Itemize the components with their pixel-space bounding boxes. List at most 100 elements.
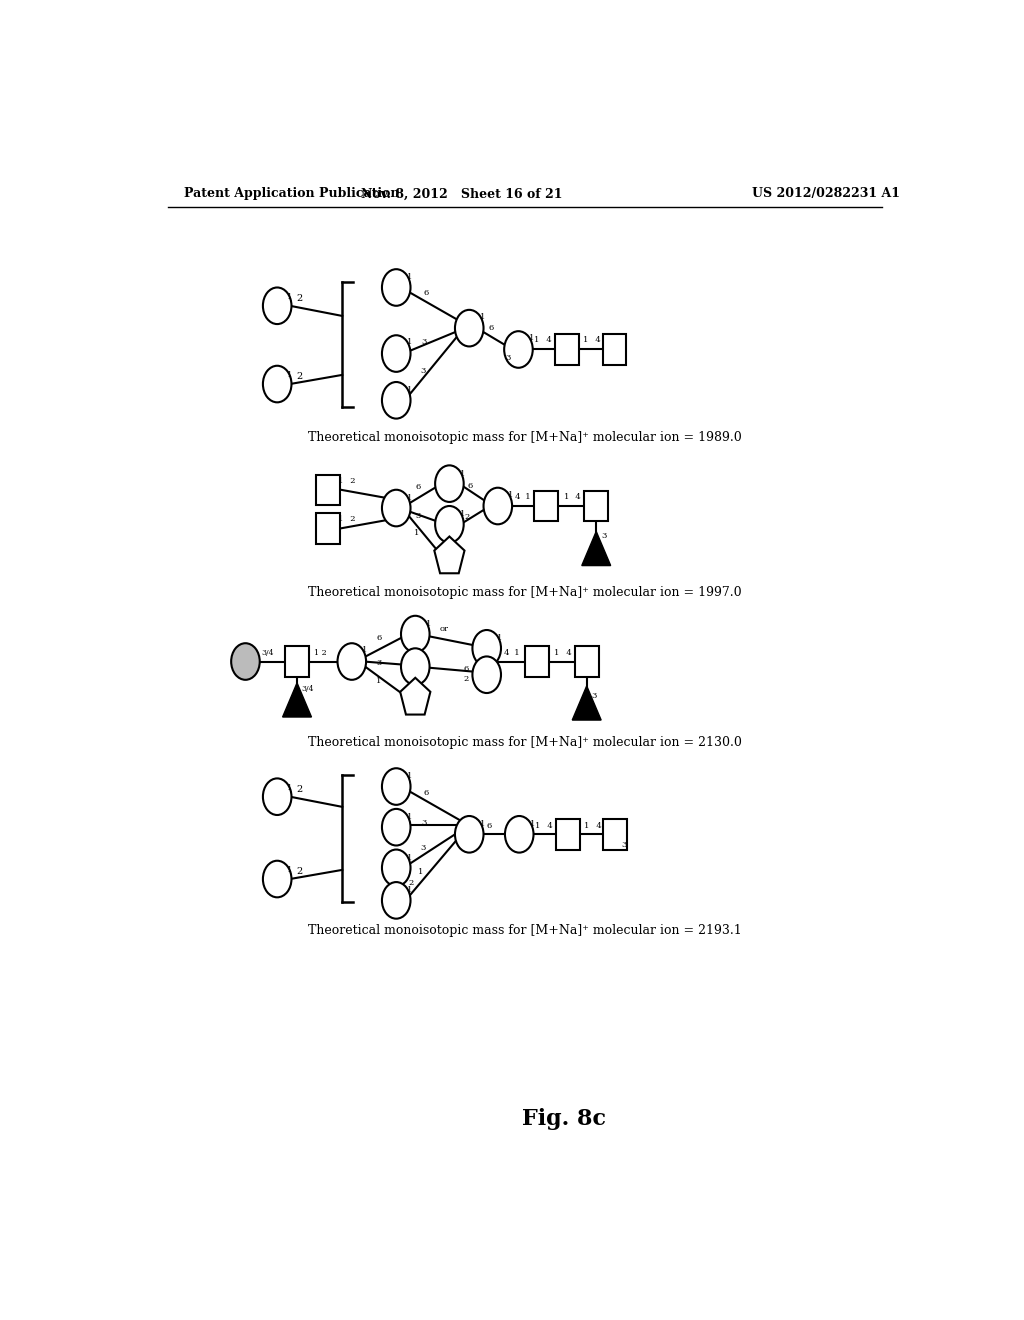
Text: 2: 2 <box>345 477 355 484</box>
Circle shape <box>401 648 430 685</box>
Text: 3: 3 <box>416 512 421 520</box>
Text: 6: 6 <box>423 289 428 297</box>
Text: 1: 1 <box>338 477 343 484</box>
Text: 1: 1 <box>407 338 412 346</box>
Text: Patent Application Publication: Patent Application Publication <box>183 187 399 201</box>
Polygon shape <box>434 536 465 573</box>
Text: Theoretical monoisotopic mass for [M+Na]⁺ molecular ion = 2193.1: Theoretical monoisotopic mass for [M+Na]… <box>308 924 741 937</box>
Text: 2: 2 <box>409 879 414 887</box>
Circle shape <box>455 816 483 853</box>
Text: 1: 1 <box>497 634 503 643</box>
Text: 6: 6 <box>468 482 473 490</box>
Polygon shape <box>572 686 601 721</box>
Circle shape <box>472 630 501 667</box>
Circle shape <box>263 779 292 814</box>
Text: 3: 3 <box>422 338 427 346</box>
Text: 1: 1 <box>479 313 485 321</box>
Text: 6: 6 <box>416 483 421 491</box>
Text: 2: 2 <box>296 784 302 793</box>
Text: 1: 1 <box>407 886 412 894</box>
Bar <box>316 474 340 506</box>
Circle shape <box>401 615 430 652</box>
Text: 1: 1 <box>362 647 368 655</box>
Text: 1: 1 <box>407 854 412 862</box>
Text: 1: 1 <box>528 334 535 342</box>
Text: Theoretical monoisotopic mass for [M+Na]⁺ molecular ion = 1989.0: Theoretical monoisotopic mass for [M+Na]… <box>308 432 741 445</box>
Text: 1: 1 <box>584 822 589 830</box>
Text: 3: 3 <box>592 692 597 700</box>
Circle shape <box>263 366 292 403</box>
Circle shape <box>472 656 501 693</box>
Text: 4: 4 <box>542 337 552 345</box>
Bar <box>556 818 580 850</box>
Text: 1: 1 <box>426 620 431 628</box>
Text: 1: 1 <box>407 494 412 502</box>
Text: 1: 1 <box>407 387 412 395</box>
Text: 1: 1 <box>535 337 540 345</box>
Polygon shape <box>283 682 311 717</box>
Circle shape <box>382 809 411 846</box>
Circle shape <box>505 816 534 853</box>
Text: 4: 4 <box>543 822 553 830</box>
Text: 1: 1 <box>479 820 485 828</box>
Bar <box>285 647 309 677</box>
Text: 4: 4 <box>591 822 601 830</box>
Text: 6: 6 <box>486 822 492 830</box>
Text: 4: 4 <box>560 649 571 657</box>
Circle shape <box>263 861 292 898</box>
Text: 1: 1 <box>529 820 535 828</box>
Text: 3: 3 <box>422 820 427 828</box>
Text: 3/4: 3/4 <box>302 685 314 693</box>
Text: 1: 1 <box>520 492 530 500</box>
Bar <box>555 334 579 364</box>
Text: 1: 1 <box>554 649 559 657</box>
Text: 3: 3 <box>377 659 382 667</box>
Bar <box>574 647 599 677</box>
Bar <box>585 491 608 521</box>
Text: 1: 1 <box>460 470 465 478</box>
Text: 4: 4 <box>590 337 601 345</box>
Text: 3/4: 3/4 <box>261 649 273 657</box>
Text: 4: 4 <box>570 492 581 500</box>
Circle shape <box>338 643 367 680</box>
Text: 4: 4 <box>514 492 520 500</box>
Circle shape <box>382 882 411 919</box>
Text: 1: 1 <box>583 337 588 345</box>
Text: 6: 6 <box>464 665 469 673</box>
Bar <box>602 334 627 364</box>
Text: 2: 2 <box>296 867 302 876</box>
Text: 1: 1 <box>414 528 419 536</box>
Polygon shape <box>400 677 430 714</box>
Text: or: or <box>440 626 449 634</box>
Circle shape <box>435 466 464 502</box>
Text: Theoretical monoisotopic mass for [M+Na]⁺ molecular ion = 2130.0: Theoretical monoisotopic mass for [M+Na]… <box>308 737 741 750</box>
Bar <box>316 513 340 544</box>
Text: 3: 3 <box>420 843 425 851</box>
Text: 6: 6 <box>488 325 494 333</box>
Text: Fig. 8c: Fig. 8c <box>522 1107 606 1130</box>
Text: 1: 1 <box>536 822 541 830</box>
Text: 1: 1 <box>407 772 412 780</box>
Text: 1: 1 <box>407 813 412 821</box>
Text: 1: 1 <box>338 515 343 523</box>
Text: 1: 1 <box>287 293 292 301</box>
Text: 2: 2 <box>465 513 470 521</box>
Text: 2: 2 <box>296 294 302 302</box>
Circle shape <box>382 490 411 527</box>
Text: 2: 2 <box>464 675 469 682</box>
Text: Nov. 8, 2012   Sheet 16 of 21: Nov. 8, 2012 Sheet 16 of 21 <box>360 187 562 201</box>
Text: 1: 1 <box>407 273 412 281</box>
Text: 1: 1 <box>508 491 513 499</box>
Text: 1 2: 1 2 <box>313 649 327 657</box>
Text: Theoretical monoisotopic mass for [M+Na]⁺ molecular ion = 1997.0: Theoretical monoisotopic mass for [M+Na]… <box>308 586 741 599</box>
Bar <box>524 647 549 677</box>
Circle shape <box>455 310 483 346</box>
Circle shape <box>382 335 411 372</box>
Circle shape <box>435 506 464 543</box>
Text: 1: 1 <box>563 492 569 500</box>
Bar <box>535 491 558 521</box>
Text: 2: 2 <box>296 372 302 381</box>
Circle shape <box>382 381 411 418</box>
Text: 1: 1 <box>377 677 382 685</box>
Circle shape <box>382 768 411 805</box>
